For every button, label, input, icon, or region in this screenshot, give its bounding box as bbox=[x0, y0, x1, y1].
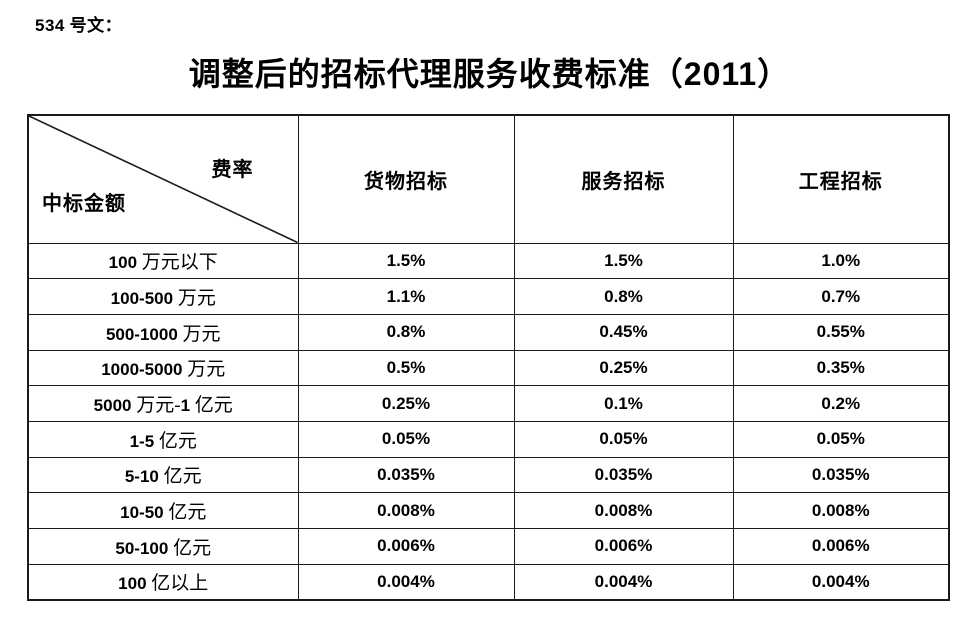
row-label-cell: 5-10 亿元 bbox=[27, 456, 299, 494]
rate-value-cell: 0.006% bbox=[297, 528, 515, 565]
row-label-cell: 100 万元以下 bbox=[27, 242, 299, 280]
rate-value-cell: 0.8% bbox=[297, 313, 515, 351]
table-row: 50-100 亿元 0.006% 0.006% 0.006% bbox=[27, 528, 950, 565]
rate-value-cell: 0.45% bbox=[513, 313, 734, 351]
rate-value-cell: 0.55% bbox=[732, 313, 950, 351]
row-label-cell: 500-1000 万元 bbox=[27, 313, 299, 351]
rate-value-cell: 0.008% bbox=[513, 492, 734, 529]
rate-value-cell: 0.004% bbox=[297, 563, 515, 601]
row-label-cell: 100-500 万元 bbox=[27, 278, 299, 315]
table-row: 1000-5000 万元 0.5% 0.25% 0.35% bbox=[27, 349, 950, 387]
rate-value-cell: 0.006% bbox=[513, 528, 734, 565]
rate-value-cell: 0.35% bbox=[732, 349, 950, 387]
rate-value-cell: 0.2% bbox=[732, 385, 950, 422]
diagonal-divider-line bbox=[29, 116, 298, 243]
rate-value-cell: 0.25% bbox=[513, 349, 734, 387]
row-label-cell: 10-50 亿元 bbox=[27, 492, 299, 529]
doc-number-label: 534 号文： bbox=[35, 16, 123, 35]
table-row: 100 万元以下 1.5% 1.5% 1.0% bbox=[27, 242, 950, 280]
rate-value-cell: 0.035% bbox=[297, 456, 515, 494]
column-header-goods-bidding: 货物招标 bbox=[297, 114, 515, 244]
rate-value-cell: 0.8% bbox=[513, 278, 734, 315]
corner-header-cell: 费率 中标金额 bbox=[27, 114, 299, 244]
rate-value-cell: 0.5% bbox=[297, 349, 515, 387]
rate-value-cell: 0.7% bbox=[732, 278, 950, 315]
fee-rate-table: 费率 中标金额 货物招标 服务招标 工程招标 100 万元以下 1.5% 1.5% 1… bbox=[27, 114, 950, 601]
rate-value-cell: 0.05% bbox=[513, 420, 734, 458]
rate-value-cell: 0.006% bbox=[732, 528, 950, 565]
row-label-cell: 100 亿以上 bbox=[27, 563, 299, 601]
row-label-cell: 1-5 亿元 bbox=[27, 420, 299, 458]
table-row: 1-5 亿元 0.05% 0.05% 0.05% bbox=[27, 420, 950, 458]
column-header-engineering-bidding: 工程招标 bbox=[732, 114, 950, 244]
table-header-row: 费率 中标金额 货物招标 服务招标 工程招标 bbox=[27, 114, 950, 244]
rate-value-cell: 0.05% bbox=[732, 420, 950, 458]
page-title: 调整后的招标代理服务收费标准（2011） bbox=[188, 56, 791, 92]
table-body: 100 万元以下 1.5% 1.5% 1.0% 100-500 万元 1.1% 0.8% 0.… bbox=[27, 242, 950, 601]
table-row: 5000 万元-1 亿元 0.25% 0.1% 0.2% bbox=[27, 385, 950, 422]
table-row: 100 亿以上 0.004% 0.004% 0.004% bbox=[27, 563, 950, 601]
rate-value-cell: 0.004% bbox=[513, 563, 734, 601]
corner-label-bid-amount: 中标金额 bbox=[42, 193, 126, 215]
rate-value-cell: 0.004% bbox=[732, 563, 950, 601]
rate-value-cell: 0.008% bbox=[297, 492, 515, 529]
row-label-cell: 1000-5000 万元 bbox=[27, 349, 299, 387]
table-row: 100-500 万元 1.1% 0.8% 0.7% bbox=[27, 278, 950, 315]
table-row: 10-50 亿元 0.008% 0.008% 0.008% bbox=[27, 492, 950, 529]
rate-value-cell: 0.035% bbox=[513, 456, 734, 494]
rate-value-cell: 1.5% bbox=[297, 242, 515, 280]
row-label-cell: 5000 万元-1 亿元 bbox=[27, 385, 299, 422]
row-label-cell: 50-100 亿元 bbox=[27, 528, 299, 565]
rate-value-cell: 1.5% bbox=[513, 242, 734, 280]
column-header-service-bidding: 服务招标 bbox=[513, 114, 734, 244]
table-row: 500-1000 万元 0.8% 0.45% 0.55% bbox=[27, 313, 950, 351]
rate-value-cell: 0.1% bbox=[513, 385, 734, 422]
rate-value-cell: 1.0% bbox=[732, 242, 950, 280]
corner-label-rate: 费率 bbox=[211, 159, 254, 181]
rate-value-cell: 0.05% bbox=[297, 420, 515, 458]
rate-value-cell: 0.008% bbox=[732, 492, 950, 529]
rate-value-cell: 0.25% bbox=[297, 385, 515, 422]
rate-value-cell: 0.035% bbox=[732, 456, 950, 494]
table-row: 5-10 亿元 0.035% 0.035% 0.035% bbox=[27, 456, 950, 494]
rate-value-cell: 1.1% bbox=[297, 278, 515, 315]
